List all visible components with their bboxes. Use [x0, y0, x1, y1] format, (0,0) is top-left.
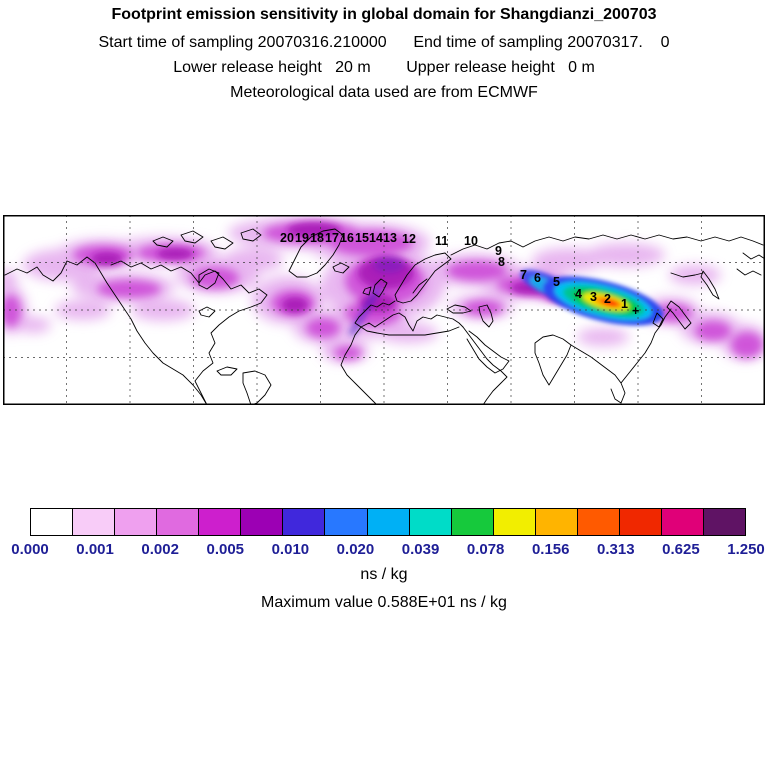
- colorbar-segment: [535, 509, 578, 535]
- colorbar-segment: [704, 509, 746, 535]
- graticule-gridlines: [3, 215, 765, 405]
- colorbar-tick-label: 0.156: [531, 541, 570, 558]
- colorbar-segment: [73, 509, 116, 535]
- emission-sensitivity-field: [3, 217, 765, 362]
- colorbar-segment: [283, 509, 326, 535]
- colorbar-tick-label: 1.250: [727, 541, 765, 558]
- trajectory-hour-label: 15: [355, 231, 369, 245]
- colorbar-tick-labels: 0.000 0.001 0.002 0.005 0.010 0.020 0.039 0.078…: [11, 541, 765, 558]
- colorbar-segment: [31, 509, 74, 535]
- sampling-time-line: Start time of sampling 20070316.210000 E…: [98, 34, 670, 51]
- world-map-svg: 20 19 18 17 16 15 14 13 12 11 10 98 7 6 5 4 3 2 1 +: [3, 215, 765, 405]
- receptor-marker: +: [632, 304, 639, 318]
- colorbar-tick-label: 0.002: [141, 541, 179, 558]
- trajectory-hour-label: 10: [464, 234, 478, 248]
- trajectory-hour-label: 3: [590, 290, 597, 304]
- colorbar-tick-label: 0.020: [336, 541, 375, 558]
- colorbar-tick-label: 0.005: [206, 541, 245, 558]
- colorbar-segment: [115, 509, 158, 535]
- trajectory-hour-label: 18: [310, 231, 324, 245]
- world-map: 20 19 18 17 16 15 14 13 12 11 10 9 8 7 6 5 4 3 2 1 +: [3, 215, 765, 405]
- trajectory-hour-label: 16: [340, 231, 354, 245]
- colorbar-tick-label: 0.000: [11, 541, 49, 558]
- colorbar-segment: [367, 509, 410, 535]
- plume-bright-core: [520, 269, 664, 326]
- colorbar-segment: [325, 509, 368, 535]
- met-data-line: Meteorological data used are from ECMWF: [230, 84, 538, 101]
- colorbar-segment: [661, 509, 704, 535]
- trajectory-hour-label: 11: [435, 234, 448, 248]
- trajectory-hour-label: 7: [520, 268, 527, 282]
- colorbar-segment: [493, 509, 536, 535]
- coastlines: [4, 228, 765, 405]
- trajectory-hour-label: 14: [369, 231, 383, 245]
- colorbar-tick-label: 0.001: [76, 541, 114, 558]
- trajectory-hour-label: 2: [604, 292, 611, 306]
- trajectory-hour-label: 6: [534, 271, 541, 285]
- colorbar-tick-label: 0.313: [597, 541, 635, 558]
- colorbar-units-label: ns / kg: [360, 566, 408, 583]
- colorbar-tick-label: 0.039: [401, 541, 440, 558]
- trajectory-hour-label: 17: [325, 231, 339, 245]
- trajectory-hour-label: 9: [495, 244, 502, 258]
- page-title: Footprint emission sensitivity in global…: [111, 6, 657, 23]
- map-border: [3, 215, 765, 405]
- trajectory-hour-label: 1: [621, 297, 628, 311]
- trajectory-hour-label: 19: [295, 231, 309, 245]
- colorbar-segment: [199, 509, 242, 535]
- colorbar-segment: [619, 509, 662, 535]
- colorbar-segment: [577, 509, 620, 535]
- colorbar-tick-label: 0.625: [662, 541, 700, 558]
- colorbar-segment: [157, 509, 200, 535]
- colorbar-tick-label: 0.078: [466, 541, 505, 558]
- colorbar: [30, 508, 746, 536]
- trajectory-labels: 20 19 18 17 16 15 14 13 12 11 10 98 7 6 5 4 3 2 1 +: [280, 231, 639, 318]
- colorbar-segment: [241, 509, 284, 535]
- trajectory-hour-label: 12: [402, 232, 416, 246]
- trajectory-hour-label: 5: [553, 275, 560, 289]
- max-value-label: Maximum value 0.588E+01 ns / kg: [261, 594, 507, 611]
- colorbar-segment: [451, 509, 494, 535]
- trajectory-hour-label: 4: [575, 287, 582, 301]
- trajectory-hour-label: 20: [280, 231, 294, 245]
- release-height-line: Lower release height 20 m Upper release …: [173, 59, 595, 76]
- colorbar-tick-label: 0.010: [271, 541, 310, 558]
- trajectory-hour-label: 8: [498, 255, 505, 269]
- colorbar-segment: [409, 509, 452, 535]
- trajectory-hour-label: 13: [383, 231, 397, 245]
